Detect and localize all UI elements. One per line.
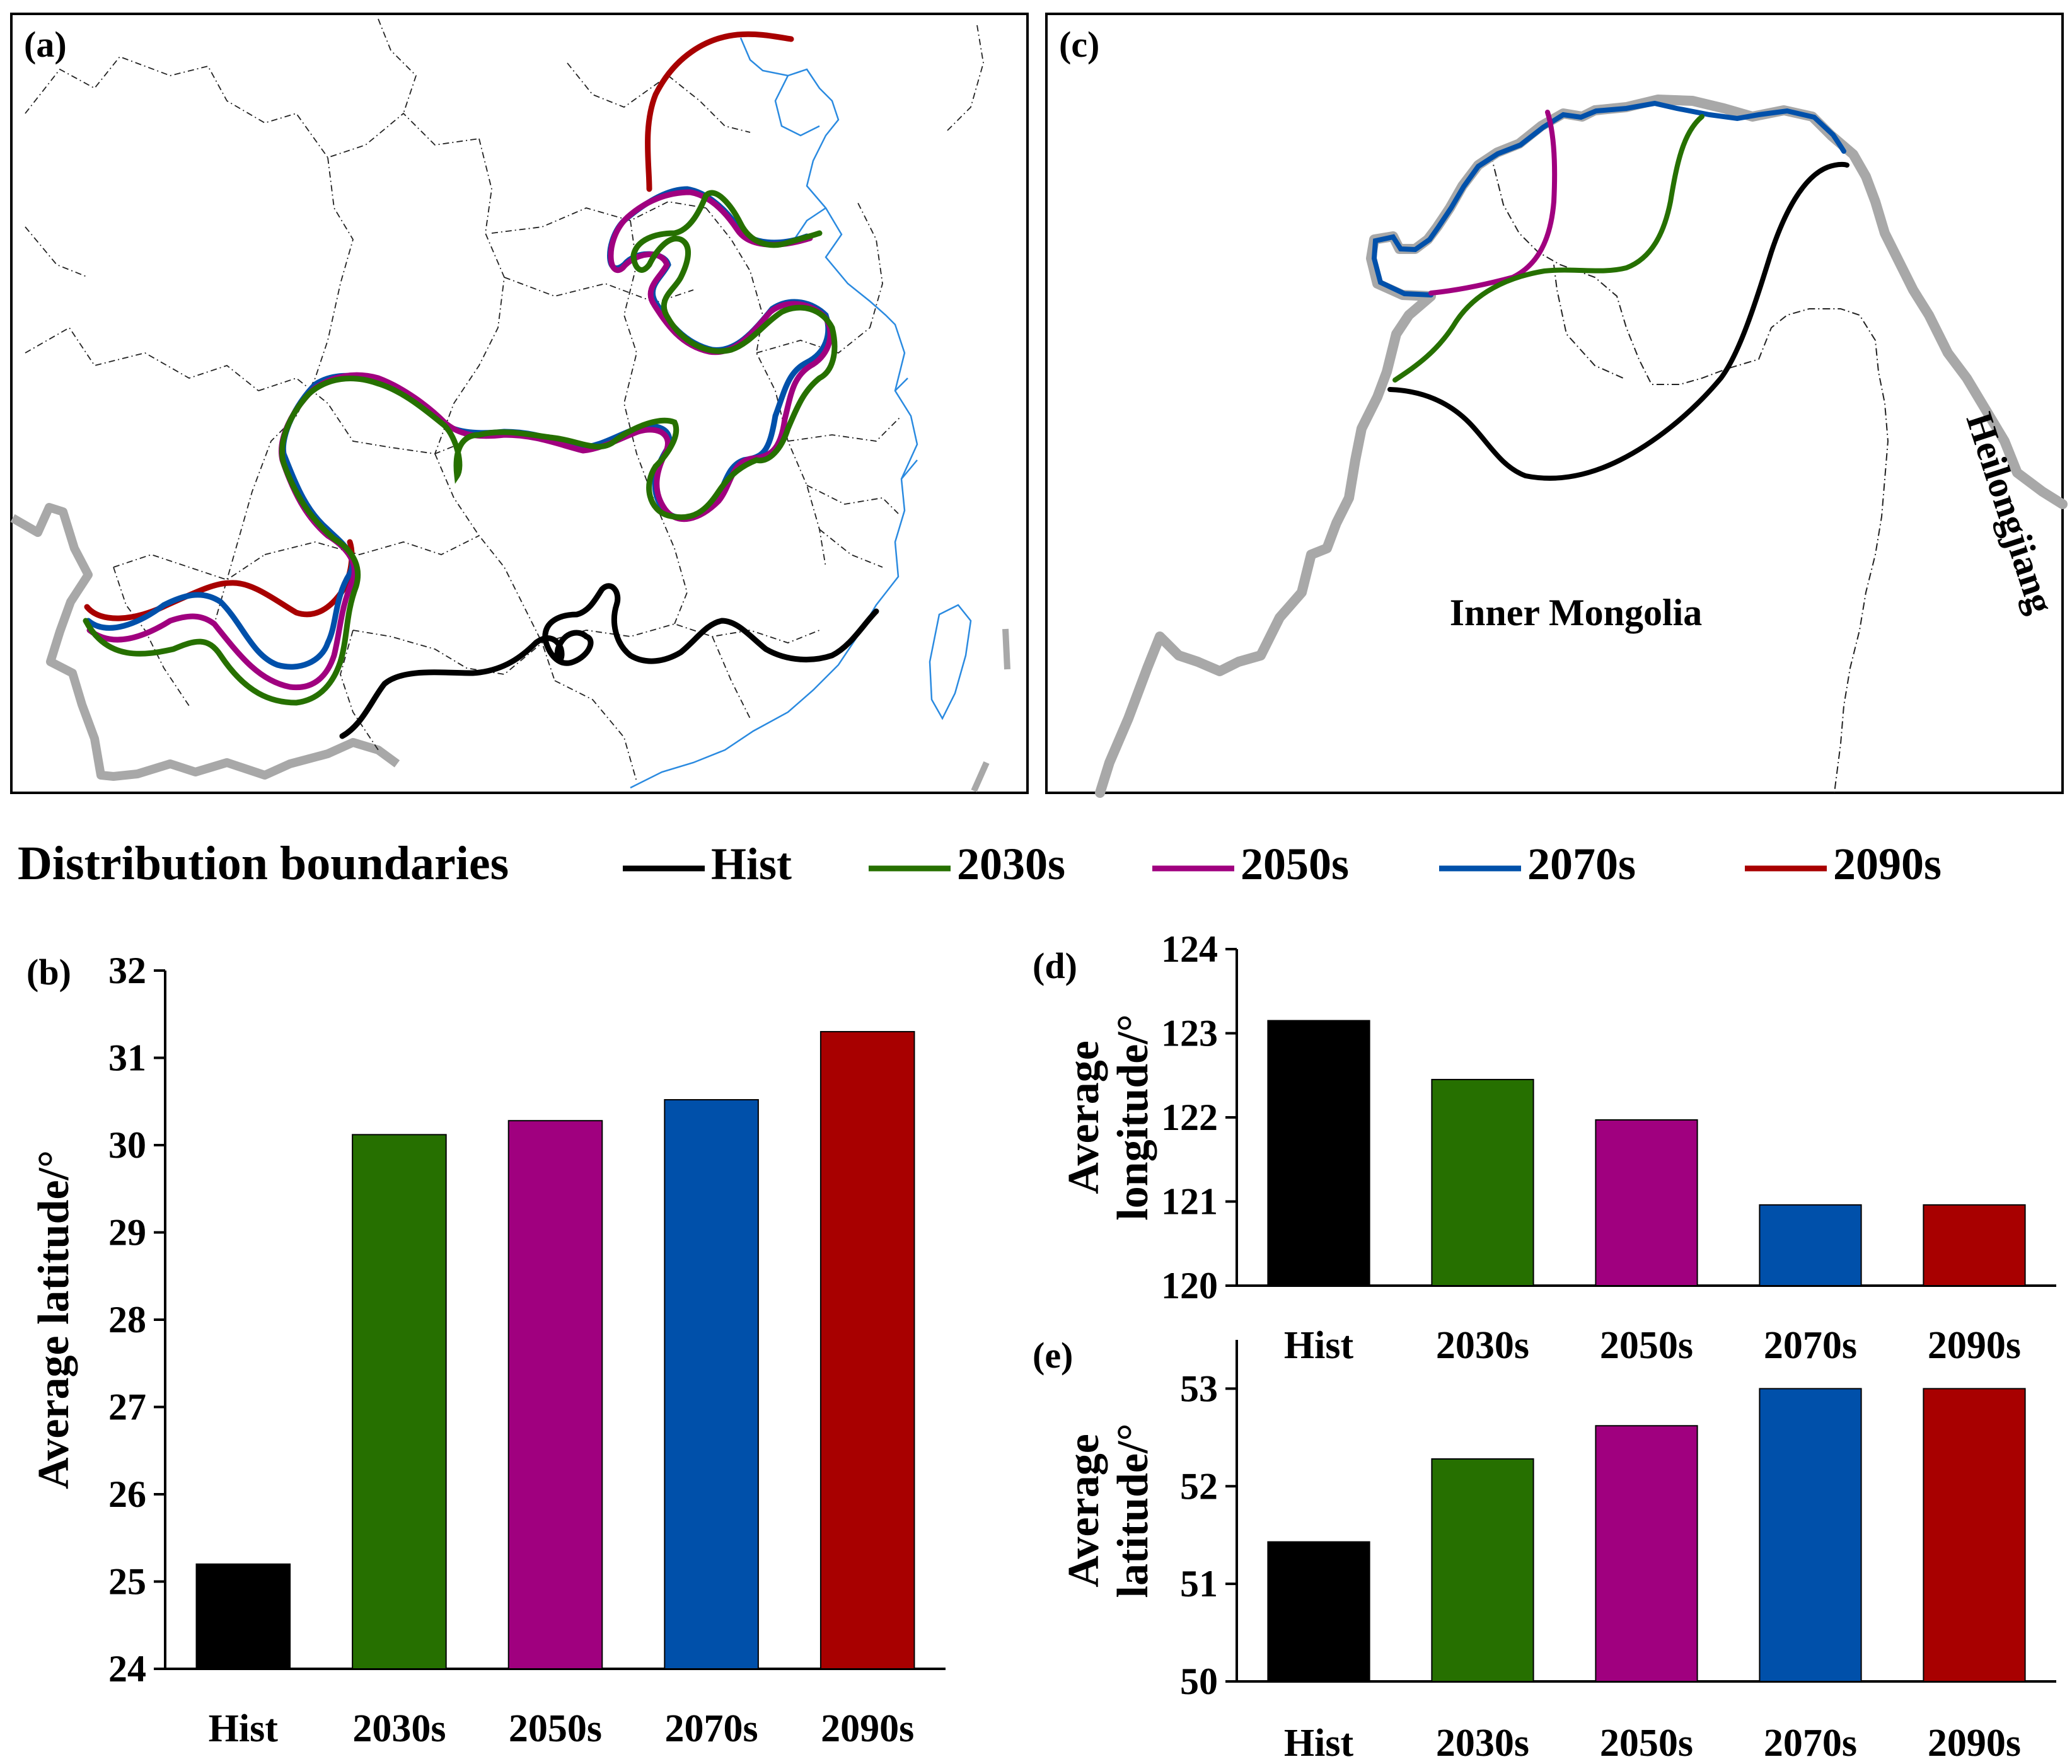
e-y-tick-label: 51 [1180, 1563, 1218, 1605]
legend-label-2050s: 2050s [1241, 839, 1349, 889]
map-c-curve-2050s [1428, 110, 1558, 296]
e-y-tick-label: 50 [1180, 1661, 1218, 1702]
d-category-label: 2070s [1764, 1324, 1857, 1367]
panel-a-label: (a) [24, 24, 67, 65]
map-panel-c: (c) Inner Mongolia Heilongjiang [1045, 13, 2068, 798]
map-a-curve-2030s [83, 190, 838, 706]
map-a-curve-hist [339, 583, 879, 739]
e-y-axis-label: latitude/° [1109, 1424, 1157, 1598]
b-y-tick-label: 25 [108, 1561, 146, 1603]
e-bar-hist [1267, 1541, 1370, 1682]
b-bar-2070s [664, 1098, 759, 1669]
legend-label-2070s: 2070s [1527, 839, 1636, 889]
e-y-tick-label: 52 [1180, 1465, 1218, 1507]
b-y-tick-label: 26 [108, 1473, 146, 1515]
e-bar-2090s [1923, 1388, 2026, 1682]
e-category-label: 2070s [1764, 1722, 1857, 1764]
map-a-taiwan-coast [929, 604, 972, 720]
map-a-bay-coast [774, 75, 918, 480]
e-category-label: 2050s [1600, 1722, 1693, 1764]
e-y-tick-label: 53 [1180, 1368, 1218, 1409]
d-y-tick-label: 120 [1161, 1265, 1218, 1306]
map-a-province-borders [25, 18, 984, 782]
d-category-label: 2050s [1600, 1324, 1693, 1367]
d-category-label: 2090s [1928, 1324, 2021, 1367]
b-category-label: 2090s [821, 1707, 914, 1750]
d-y-tick-label: 122 [1161, 1097, 1218, 1138]
b-bar-2050s [507, 1120, 603, 1669]
legend-label-hist: Hist [711, 839, 792, 889]
e-category-label: 2030s [1436, 1722, 1529, 1764]
map-a-coastline [630, 37, 918, 789]
legend-label-2030s: 2030s [957, 839, 1065, 889]
map-c-curve-2070s [1371, 100, 1846, 297]
map-a-taiwan-border [971, 628, 1010, 793]
bar-chart-b: 24 25 26 27 28 29 30 31 32 Hist 2030s 2050s 2070s 209… [26, 950, 946, 1750]
b-bar-2090s [819, 1030, 915, 1669]
d-bar-2030s [1431, 1078, 1534, 1287]
b-panel-label: (b) [26, 952, 71, 993]
map-panel-a: (a) [10, 13, 1029, 794]
legend-label-2090s: 2090s [1833, 839, 1942, 889]
b-category-label: Hist [209, 1707, 279, 1750]
b-y-axis-label: Average latitude/° [30, 1150, 78, 1489]
e-y-axis-label: Average [1060, 1434, 1108, 1588]
map-a-frame [10, 13, 1029, 794]
e-bar-2050s [1595, 1425, 1698, 1682]
legend: Distribution boundaries Hist 2030s 2050s 20… [18, 837, 1942, 890]
legend-title: Distribution boundaries [18, 837, 509, 890]
d-y-axis-label: longitude/° [1109, 1014, 1157, 1221]
panel-c-label: (c) [1059, 24, 1099, 65]
b-y-tick-label: 30 [108, 1124, 146, 1166]
b-category-label: 2050s [509, 1707, 602, 1750]
b-bar-2030s [352, 1134, 447, 1669]
bar-chart-e: 50 51 52 53 Hist 2030s 2050s 2070s 2090s (e) Avera… [1033, 1335, 2056, 1764]
b-y-tick-label: 27 [108, 1386, 146, 1428]
d-y-tick-label: 123 [1161, 1013, 1218, 1054]
b-y-tick-label: 31 [108, 1037, 146, 1079]
d-bar-2050s [1595, 1119, 1698, 1286]
map-c-curve-hist [1387, 161, 1849, 481]
d-y-tick-label: 124 [1161, 928, 1218, 970]
b-y-tick-label: 29 [108, 1212, 146, 1254]
map-c-label-inner-mongolia: Inner Mongolia [1450, 592, 1703, 633]
d-bar-2090s [1923, 1204, 2026, 1286]
e-category-label: 2090s [1928, 1722, 2021, 1764]
map-a-national-border [10, 503, 400, 781]
d-category-label: 2030s [1436, 1324, 1529, 1367]
map-c-curve-2030s [1392, 114, 1704, 383]
d-bar-hist [1267, 1020, 1370, 1286]
b-y-tick-label: 32 [108, 950, 146, 991]
d-bar-2070s [1759, 1204, 1862, 1286]
d-y-axis-label: Average [1060, 1041, 1108, 1194]
map-c-frame [1045, 13, 2064, 794]
e-category-label: Hist [1284, 1722, 1354, 1764]
map-c-province-borders [1490, 154, 1889, 793]
b-bar-hist [195, 1563, 291, 1670]
e-bar-2070s [1759, 1388, 1862, 1682]
b-category-label: 2030s [352, 1707, 446, 1750]
e-bar-2030s [1431, 1458, 1534, 1683]
d-panel-label: (d) [1033, 945, 1077, 986]
b-category-label: 2070s [665, 1707, 758, 1750]
bar-chart-d: 120 121 122 123 124 Hist 2030s 2050s 2070s 2090s (… [1033, 928, 2056, 1367]
d-category-label: Hist [1284, 1324, 1354, 1367]
d-y-tick-label: 121 [1161, 1181, 1218, 1223]
e-panel-label: (e) [1033, 1335, 1073, 1376]
b-y-tick-label: 28 [108, 1299, 146, 1340]
b-y-tick-label: 24 [108, 1648, 146, 1690]
